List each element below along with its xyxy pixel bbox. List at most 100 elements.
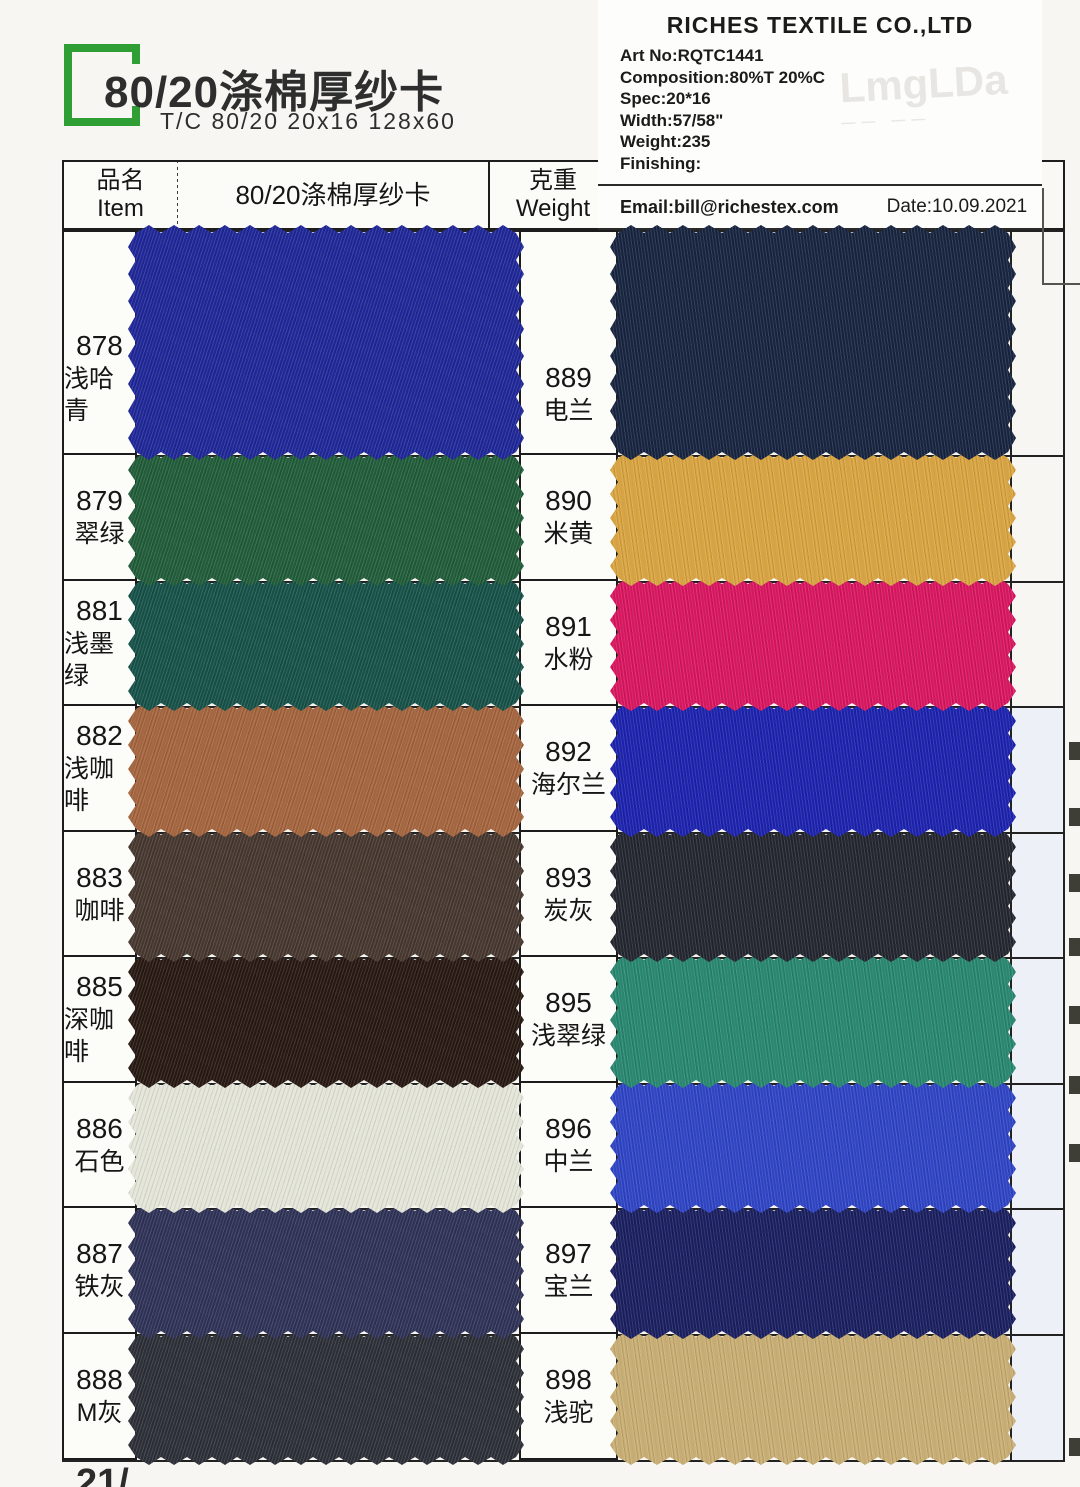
empty-cell-tint — [1012, 1085, 1063, 1208]
swatch-code: 893 — [545, 861, 592, 893]
email-row: Email:bill@richestex.com Date:10.09.2021 — [598, 184, 1042, 228]
fabric-swatch-898 — [610, 1329, 1016, 1465]
swatch-label-cell-898: 898 浅驼 — [519, 1334, 618, 1460]
page-title: 80/20涤棉厚纱卡 — [104, 68, 445, 117]
swatch-label-cell-896: 896 中兰 — [519, 1083, 618, 1208]
date-text: Date:10.09.2021 — [886, 196, 1028, 217]
header-item-cn: 品名 — [96, 167, 145, 194]
swatch-name: 浅哈青 — [64, 365, 115, 425]
fabric-texture — [610, 225, 1016, 460]
fabric-texture — [610, 1203, 1016, 1339]
swatch-label-cell-887: 887 铁灰 — [62, 1208, 137, 1334]
company-field: Spec:20*16 — [620, 89, 711, 108]
swatch-name: 米黄 — [543, 520, 594, 548]
swatch-code: 883 — [76, 861, 123, 893]
swatch-code: 890 — [545, 485, 592, 516]
fabric-texture — [128, 701, 524, 837]
empty-cell-tint — [1012, 1336, 1063, 1460]
swatch-code: 878 — [76, 330, 123, 361]
fabric-texture — [128, 1203, 524, 1339]
swatch-label-cell-879: 879 翠绿 — [62, 455, 137, 581]
fabric-swatch-890 — [610, 450, 1016, 586]
fabric-texture — [128, 225, 524, 460]
fabric-swatch-887 — [128, 1203, 524, 1339]
company-field: Width:57/58" — [620, 110, 724, 130]
fabric-swatch-878 — [128, 225, 524, 460]
header-item-en: Item — [97, 195, 144, 222]
edge-mark — [1069, 938, 1080, 956]
footer-partial-text: 21/ — [76, 1462, 129, 1487]
company-field: Finishing: — [620, 153, 702, 173]
fabric-swatch-882 — [128, 701, 524, 837]
swatch-code: 885 — [76, 971, 123, 1002]
header-weight-en: Weight — [515, 195, 591, 222]
swatch-label-cell-885: 885 深咖啡 — [62, 957, 137, 1083]
swatch-name: 炭灰 — [543, 896, 594, 925]
fabric-texture — [128, 952, 524, 1088]
fabric-texture — [610, 1078, 1016, 1213]
swatch-label-cell-891: 891 水粉 — [519, 581, 618, 706]
swatch-name: 电兰 — [543, 397, 594, 425]
swatch-code: 888 — [76, 1364, 123, 1395]
swatch-code: 898 — [545, 1364, 592, 1395]
fabric-texture — [610, 701, 1016, 837]
swatch-label-cell-883: 883 咖啡 — [62, 832, 137, 957]
swatch-label-cell-893: 893 炭灰 — [519, 832, 618, 957]
swatch-label-cell-897: 897 宝兰 — [519, 1208, 618, 1334]
email-text: Email:bill@richestex.com — [620, 196, 839, 217]
fabric-texture — [128, 1329, 524, 1465]
fabric-swatch-895 — [610, 952, 1016, 1088]
swatch-code: 879 — [76, 485, 123, 516]
company-name: RICHES TEXTILE CO.,LTD — [666, 12, 974, 38]
empty-cell-tint — [1012, 959, 1063, 1083]
sheet-edge-line-vertical — [1042, 188, 1044, 284]
swatch-code: 897 — [545, 1238, 592, 1269]
swatch-name: 浅墨绿 — [64, 629, 115, 690]
header-title-text: 80/20涤棉厚纱卡 — [235, 180, 431, 210]
swatch-name: 浅驼 — [543, 1399, 594, 1427]
swatch-code: 896 — [545, 1112, 592, 1144]
fabric-texture — [610, 827, 1016, 962]
swatch-label-cell-892: 892 海尔兰 — [519, 706, 618, 832]
swatch-name: 宝兰 — [543, 1273, 594, 1301]
swatch-name: 浅翠绿 — [530, 1022, 606, 1050]
swatch-name: 海尔兰 — [530, 771, 606, 799]
swatch-label-cell-889: 889 电兰 — [519, 230, 618, 455]
company-fields: Art No:RQTC1441 Composition:80%T 20%C Spec… — [620, 45, 1042, 174]
swatch-code: 891 — [545, 610, 592, 642]
page-subtitle: T/C 80/20 20x16 128x60 — [160, 108, 456, 134]
header-cell-weight: 克重 Weight — [488, 160, 618, 230]
fabric-texture — [128, 827, 524, 962]
swatch-name: 铁灰 — [74, 1273, 125, 1301]
company-info-box: RICHES TEXTILE CO.,LTD Art No:RQTC1441 Co… — [598, 0, 1042, 230]
edge-mark — [1069, 742, 1080, 760]
edge-mark — [1069, 1006, 1080, 1024]
header-cell-title: 80/20涤棉厚纱卡 — [178, 160, 490, 230]
fabric-texture — [128, 450, 524, 586]
swatch-label-cell-890: 890 米黄 — [519, 455, 618, 581]
fabric-swatch-881 — [128, 576, 524, 711]
fabric-texture — [610, 1329, 1016, 1465]
swatch-label-cell-895: 895 浅翠绿 — [519, 957, 618, 1083]
swatch-name: 深咖啡 — [64, 1006, 115, 1066]
swatch-name: 浅咖啡 — [64, 755, 115, 815]
green-bracket-logo — [64, 44, 140, 126]
fabric-swatch-885 — [128, 952, 524, 1088]
swatch-name: M灰 — [76, 1399, 123, 1427]
fabric-texture — [128, 1078, 524, 1213]
company-field: Art No:RQTC1441 — [620, 46, 764, 65]
swatch-label-cell-878: 878 浅哈青 — [62, 230, 137, 455]
swatch-code: 882 — [76, 720, 123, 751]
empty-cell-tint — [1012, 834, 1063, 957]
grid-line — [1063, 160, 1065, 1460]
swatch-code: 887 — [76, 1238, 123, 1269]
empty-cell-tint — [1012, 1210, 1063, 1334]
company-field: Composition:80%T 20%C — [620, 67, 825, 87]
fabric-swatch-891 — [610, 576, 1016, 711]
edge-mark — [1069, 1076, 1080, 1094]
fabric-swatch-879 — [128, 450, 524, 586]
header-weight-cn: 克重 — [529, 167, 577, 194]
swatch-code: 895 — [545, 987, 592, 1018]
fabric-swatch-892 — [610, 701, 1016, 837]
fabric-swatch-897 — [610, 1203, 1016, 1339]
